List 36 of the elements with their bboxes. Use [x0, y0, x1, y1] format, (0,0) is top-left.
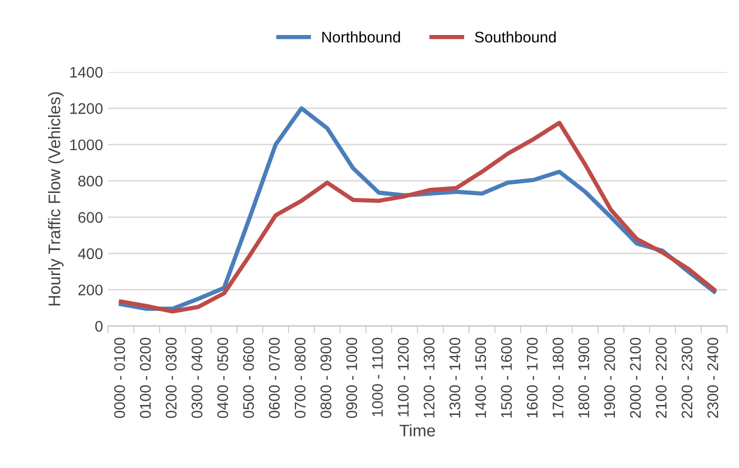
x-tick-label: 1600 - 1700 — [526, 338, 538, 418]
x-tick-label: 1900 - 2000 — [604, 338, 616, 418]
y-axis-title: Hourly Traffic Flow (Vehicles) — [48, 92, 64, 306]
x-tick-label: 0100 - 0200 — [140, 338, 151, 418]
legend-label: Southbound — [474, 31, 556, 43]
y-tick-label: 0 — [95, 320, 103, 332]
x-tick-label: 1100 - 1200 — [398, 338, 409, 416]
x-tick-label: 0700 - 0800 — [294, 338, 306, 418]
x-tick-label: 2200 - 2300 — [682, 338, 692, 418]
y-tick-label: 1000 — [70, 139, 103, 150]
x-tick-label: 1300 - 1400 — [449, 338, 460, 418]
x-tick-label: 0800 - 0900 — [320, 338, 332, 418]
x-tick-label: 2300 - 2400 — [707, 338, 718, 418]
y-tick-label: 1400 — [70, 66, 103, 78]
legend-label: Northbound — [322, 31, 400, 43]
x-tick-label: 1400 - 1500 — [475, 338, 486, 418]
x-tick-label: 0300 - 0400 — [192, 338, 202, 418]
y-tick-label: 800 — [78, 176, 103, 187]
y-tick-label: 600 — [78, 212, 103, 223]
x-tick-label: 2100 - 2200 — [656, 338, 667, 418]
y-tick-label: 400 — [78, 248, 103, 260]
x-axis-title: Time — [400, 424, 435, 436]
x-tick-label: 0200 - 0300 — [166, 338, 177, 418]
x-tick-label: 1700 - 1800 — [552, 338, 564, 418]
x-tick-label: 0000 - 0100 — [114, 338, 125, 418]
y-tick-label: 1200 — [70, 103, 103, 114]
x-tick-label: 0600 - 0700 — [268, 338, 280, 418]
x-tick-label: 0400 - 0500 — [217, 338, 228, 418]
x-tick-label: 0500 - 0600 — [243, 338, 254, 418]
x-tick-label: 1200 - 1300 — [424, 338, 434, 418]
x-tick-label: 1500 - 1600 — [501, 338, 512, 418]
x-tick-label: 2000 - 2100 — [630, 338, 641, 418]
x-tick-label: 0900 - 1000 — [346, 338, 358, 418]
x-tick-label: 1800 - 1900 — [578, 338, 590, 418]
y-tick-label: 200 — [78, 284, 103, 296]
x-tick-label: 1000 - 1100 — [372, 338, 383, 416]
